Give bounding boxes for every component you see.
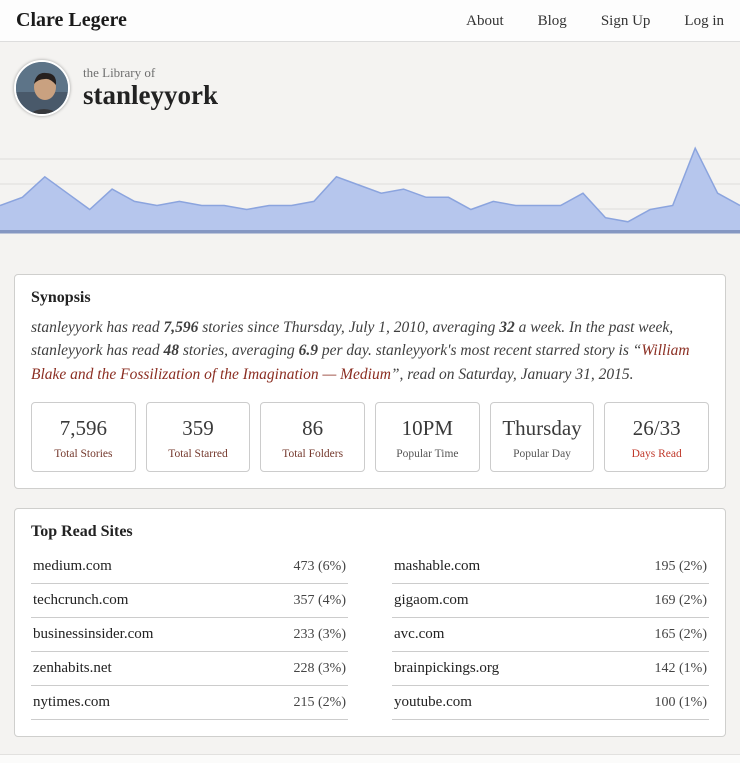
stat-box-total-folders: 86 Total Folders	[260, 401, 366, 472]
stat-label: Total Stories	[54, 447, 113, 460]
nav-about[interactable]: About	[466, 12, 504, 29]
nav-sign-up[interactable]: Sign Up	[600, 12, 651, 29]
site-name: youtube.com	[394, 693, 472, 710]
synopsis-segment: stories, averaging	[178, 342, 299, 360]
sites-columns: medium.com 473 (6%) techcrunch.com 357 (4%)…	[31, 550, 709, 720]
site-name: businessinsider.com	[33, 625, 154, 642]
site-row: avc.com 165 (2%)	[392, 618, 709, 652]
site-count: 165 (2%)	[654, 626, 708, 642]
stat-label: Popular Day	[513, 447, 571, 460]
site-name: avc.com	[394, 625, 445, 642]
site-count: 215 (2%)	[293, 694, 347, 710]
synopsis-segment: ”, read on Saturday, January 31, 2015.	[390, 365, 634, 383]
synopsis-panel: Synopsis stanleyyork has read 7,596 stor…	[14, 274, 726, 489]
site-count: 233 (3%)	[293, 626, 347, 642]
footer-strip	[0, 754, 740, 763]
site-count: 357 (4%)	[293, 592, 347, 608]
site-row: mashable.com 195 (2%)	[392, 550, 709, 584]
stat-box-days-read: 26/33 Days Read	[604, 401, 710, 472]
avatar	[14, 60, 70, 116]
top-read-sites-title: Top Read Sites	[31, 522, 133, 540]
synopsis-segment: 6.9	[298, 342, 319, 360]
site-row: youtube.com 100 (1%)	[392, 686, 709, 720]
synopsis-segment: a week. In the past week, stanleyyork ha…	[31, 319, 674, 360]
starred-story-link[interactable]: William Blake and the Fossilization of t…	[31, 342, 690, 383]
site-count: 473 (6%)	[293, 558, 347, 574]
site-count: 195 (2%)	[654, 558, 708, 574]
stat-box-total-starred: 359 Total Starred	[145, 401, 251, 472]
stat-value: 10PM	[401, 415, 454, 440]
site-row: gigaom.com 169 (2%)	[392, 584, 709, 618]
activity-chart	[0, 134, 740, 234]
site-name: mashable.com	[394, 557, 481, 574]
synopsis-text: stanleyyork has read 7,596 stories since…	[31, 316, 709, 386]
avatar-photo-icon	[16, 62, 68, 114]
synopsis-title: Synopsis	[31, 289, 91, 306]
stat-value: 26/33	[632, 415, 681, 440]
sites-column: mashable.com 195 (2%) gigaom.com 169 (2%) av…	[392, 550, 709, 720]
stat-value: 86	[302, 415, 324, 440]
synopsis-segment: 7,596	[163, 319, 199, 336]
stat-value: Thursday	[502, 415, 582, 440]
activity-chart-svg	[0, 146, 740, 234]
synopsis-segment: 48	[163, 342, 179, 360]
synopsis-segment: stanleyyork has read	[31, 319, 164, 336]
site-name: techcrunch.com	[33, 591, 129, 608]
site-row: zenhabits.net 228 (3%)	[31, 652, 348, 686]
site-count: 228 (3%)	[293, 660, 347, 676]
site-count: 142 (1%)	[654, 660, 708, 676]
stat-box-popular-time: 10PM Popular Time	[375, 401, 480, 472]
library-prefix-label: the Library of	[83, 65, 156, 81]
site-count: 100 (1%)	[654, 694, 708, 710]
site-name: zenhabits.net	[33, 659, 112, 676]
synopsis-segment: per day. stanleyyork's most recent starr…	[318, 342, 642, 360]
nav-blog[interactable]: Blog	[537, 12, 567, 29]
site-name: brainpickings.org	[394, 659, 500, 676]
site-row: businessinsider.com 233 (3%)	[31, 618, 348, 652]
stat-label: Total Folders	[282, 447, 344, 460]
stat-box-popular-day: Thursday Popular Day	[489, 401, 595, 472]
stat-value: 7,596	[59, 415, 107, 440]
site-name: medium.com	[33, 557, 112, 574]
sites-column: medium.com 473 (6%) techcrunch.com 357 (4%)…	[31, 550, 348, 720]
nav-links: About Blog Sign Up Log in	[436, 12, 724, 30]
top-nav-bar: Clare Legere About Blog Sign Up Log in	[0, 0, 740, 42]
nav-log-in[interactable]: Log in	[684, 12, 724, 29]
page-title-username: stanleyyork	[83, 80, 218, 111]
stat-label: Total Starred	[168, 447, 228, 460]
stat-value: 359	[182, 415, 214, 440]
profile-names: the Library of stanleyyork	[83, 65, 218, 111]
stat-box-total-stories: 7,596 Total Stories	[31, 401, 136, 472]
stat-label: Popular Time	[396, 447, 459, 460]
site-name: nytimes.com	[33, 693, 111, 710]
synopsis-segment: 32	[499, 319, 515, 336]
profile-header: the Library of stanleyyork	[0, 42, 740, 130]
top-read-sites-panel: Top Read Sites medium.com 473 (6%) techcru…	[14, 507, 726, 737]
brand-logo[interactable]: Clare Legere	[16, 9, 127, 31]
site-name: gigaom.com	[394, 591, 469, 608]
stats-row: 7,596 Total Stories 359 Total Starred 86 Tota…	[31, 401, 710, 472]
stat-label: Days Read	[631, 447, 682, 460]
site-row: nytimes.com 215 (2%)	[31, 686, 348, 720]
site-count: 169 (2%)	[654, 592, 708, 608]
site-row: brainpickings.org 142 (1%)	[392, 652, 709, 686]
site-row: medium.com 473 (6%)	[31, 550, 348, 584]
site-row: techcrunch.com 357 (4%)	[31, 584, 348, 618]
synopsis-segment: stories since Thursday, July 1, 2010, av…	[198, 319, 500, 336]
